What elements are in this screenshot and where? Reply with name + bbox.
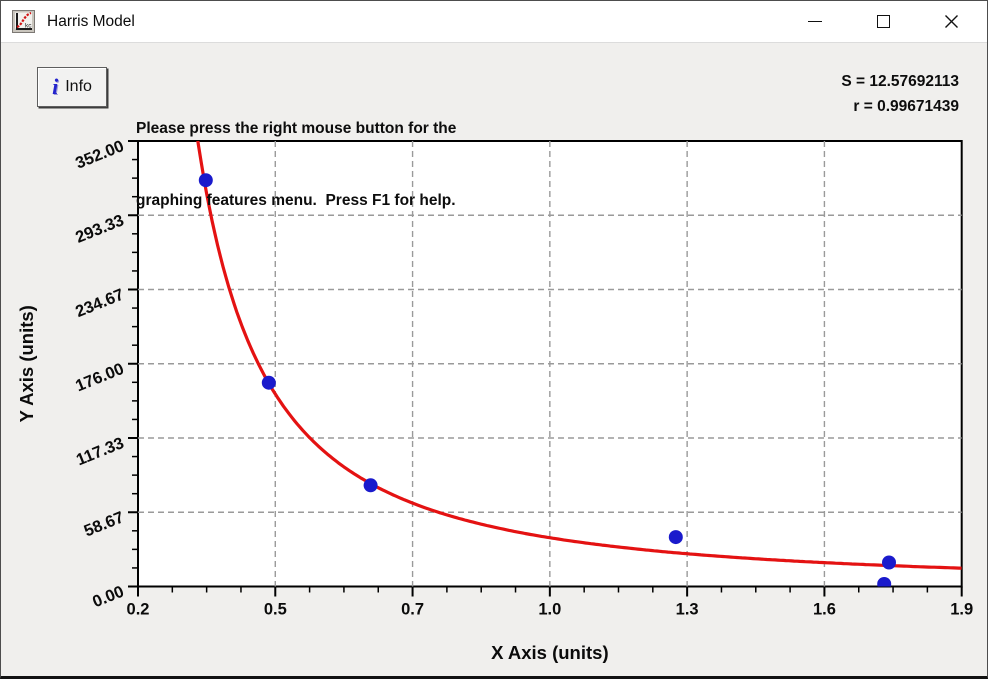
close-icon: [944, 15, 958, 28]
app-icon: kc: [12, 10, 35, 33]
data-point: [363, 478, 378, 493]
y-tick-label: 176.00: [73, 360, 127, 396]
y-axis-title: Y Axis (units): [16, 305, 37, 422]
y-tick-label: 352.00: [73, 137, 127, 173]
fit-statistics: S = 12.57692113 r = 0.99671439: [841, 69, 959, 119]
x-tick-label: 0.2: [127, 601, 150, 619]
window-content: 0.2 352.00 0.5 293.33 0.7 234.67 1.0 176.00 1.3 1…: [1, 43, 987, 676]
data-point: [198, 173, 213, 188]
data-point: [668, 530, 683, 545]
instructions-line-2: graphing features menu. Press F1 for hel…: [136, 192, 456, 209]
data-points: [198, 173, 896, 587]
gridlines: [138, 141, 962, 587]
y-tick-label: 234.67: [73, 286, 127, 322]
axis-ticks: [128, 140, 963, 597]
x-tick-label: 1.6: [813, 601, 836, 619]
info-i-icon: i: [52, 74, 59, 99]
info-button[interactable]: i Info: [37, 67, 107, 107]
close-button[interactable]: [927, 1, 975, 42]
info-button-label: Info: [65, 78, 92, 95]
window-controls: [791, 1, 975, 42]
x-axis-title: X Axis (units): [491, 642, 609, 663]
stat-r-value: r = 0.99671439: [853, 98, 959, 115]
maximize-button[interactable]: [859, 1, 907, 42]
y-tick-label: 58.67: [81, 508, 126, 540]
instructions-line-1: Please press the right mouse button for …: [136, 120, 457, 137]
x-tick-label: 1.3: [676, 601, 699, 619]
y-tick-label: 293.33: [73, 211, 127, 247]
plot-canvas[interactable]: 0.2 352.00 0.5 293.33 0.7 234.67 1.0 176.00 1.3 1…: [1, 43, 988, 679]
y-tick-label: 0.00: [90, 583, 127, 612]
x-tick-label: 1.0: [538, 601, 561, 619]
maximize-icon: [876, 15, 890, 28]
x-tick-label: 1.9: [950, 601, 973, 619]
fit-curve: [196, 141, 962, 570]
minimize-button[interactable]: [791, 1, 839, 42]
x-tick-label: 0.5: [264, 601, 287, 619]
svg-text:kc: kc: [25, 23, 32, 30]
x-tick-label: 0.7: [401, 601, 424, 619]
window-title: Harris Model: [47, 12, 135, 30]
data-point: [882, 555, 896, 570]
title-bar[interactable]: kc Harris Model: [1, 1, 987, 43]
data-point: [877, 577, 892, 587]
y-tick-label: 117.33: [74, 434, 127, 469]
data-point: [261, 375, 276, 390]
stat-s-value: S = 12.57692113: [841, 73, 959, 90]
minimize-icon: [808, 21, 822, 22]
instructions-text: Please press the right mouse button for …: [136, 69, 456, 261]
